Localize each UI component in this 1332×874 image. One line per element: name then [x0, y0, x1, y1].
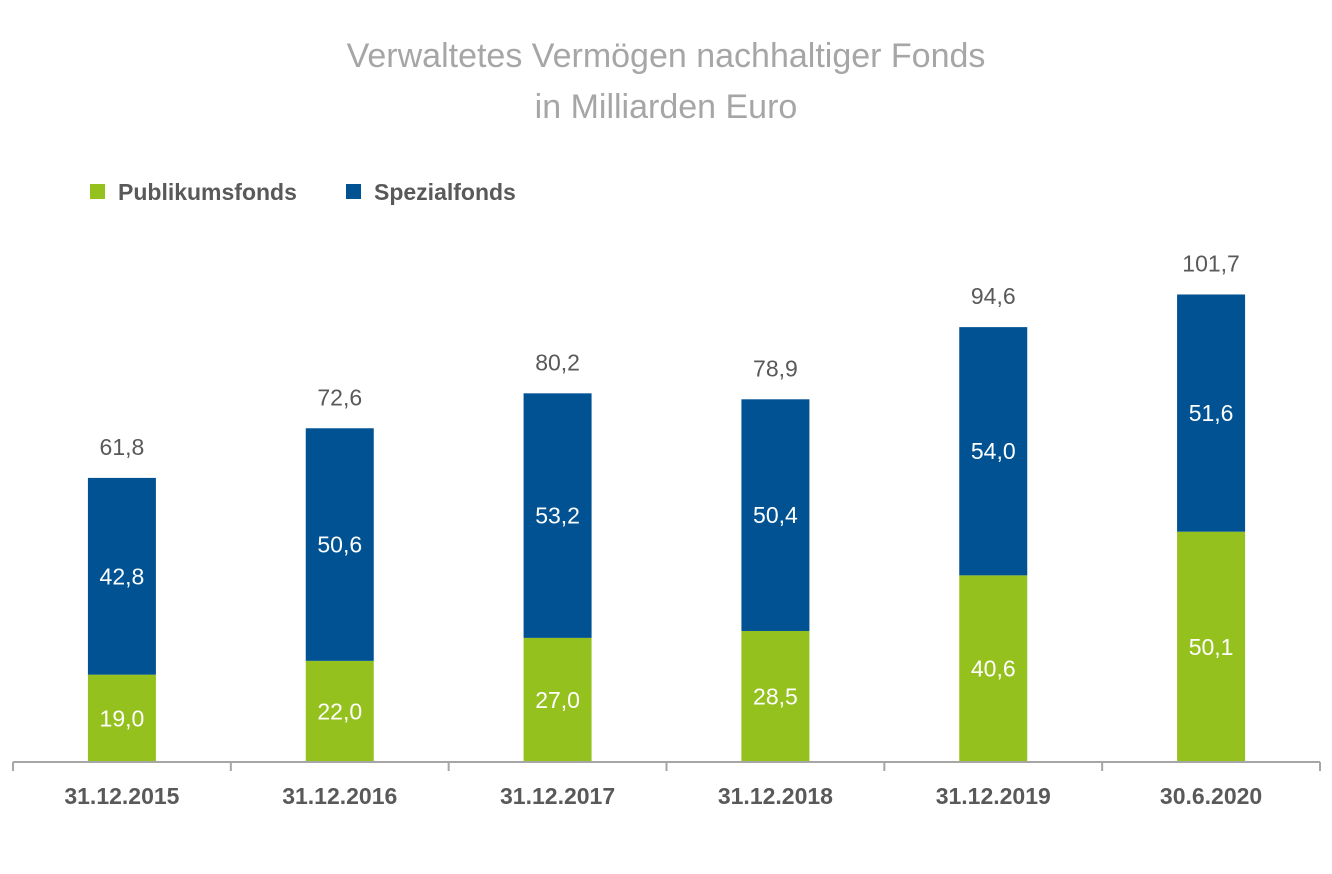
- data-label-spezialfonds-31-12-2019: 54,0: [971, 438, 1016, 464]
- data-label-publikumsfonds-31-12-2017: 27,0: [535, 687, 580, 713]
- legend-swatch-publikumsfonds: [90, 184, 105, 199]
- data-label-publikumsfonds-31-12-2015: 19,0: [100, 705, 145, 731]
- total-label-30-6-2020: 101,7: [1182, 250, 1240, 276]
- bar-spezialfonds-31-12-2019: [959, 327, 1028, 576]
- bar-publikumsfonds-30-6-2020: [1177, 531, 1246, 762]
- total-label-31-12-2016: 72,6: [317, 384, 362, 410]
- bars: 19,0 42,8 61,8 22,0 50,6 72,6 27,0 53,2 80,2 28,5…: [87, 250, 1246, 762]
- data-label-spezialfonds-31-12-2017: 53,2: [535, 503, 580, 529]
- data-label-publikumsfonds-31-12-2019: 40,6: [971, 656, 1016, 682]
- x-tick-label-31-12-2018: 31.12.2018: [718, 783, 833, 809]
- bar-spezialfonds-31-12-2017: [523, 393, 592, 638]
- chart-title: Verwaltetes Vermögen nachhaltiger Fonds: [347, 37, 986, 75]
- total-label-31-12-2019: 94,6: [971, 283, 1016, 309]
- legend-swatch-spezialfonds: [346, 184, 361, 199]
- x-tick-label-30-6-2020: 30.6.2020: [1160, 783, 1262, 809]
- x-tick-label-31-12-2019: 31.12.2019: [936, 783, 1051, 809]
- data-label-publikumsfonds-30-6-2020: 50,1: [1189, 634, 1234, 660]
- x-tick-label-31-12-2017: 31.12.2017: [500, 783, 615, 809]
- data-label-spezialfonds-30-6-2020: 51,6: [1189, 400, 1234, 426]
- chart-subtitle: in Milliarden Euro: [535, 88, 798, 126]
- total-label-31-12-2017: 80,2: [535, 349, 580, 375]
- x-axis: 31.12.2015 31.12.2016 31.12.2017 31.12.2018…: [12, 761, 1321, 809]
- total-label-31-12-2015: 61,8: [100, 434, 145, 460]
- data-label-spezialfonds-31-12-2018: 50,4: [753, 502, 798, 528]
- data-label-spezialfonds-31-12-2016: 50,6: [317, 532, 362, 558]
- x-tick-label-31-12-2016: 31.12.2016: [282, 783, 397, 809]
- bar-publikumsfonds-31-12-2016: [305, 660, 374, 762]
- bar-publikumsfonds-31-12-2019: [959, 575, 1028, 762]
- total-label-31-12-2018: 78,9: [753, 355, 798, 381]
- data-label-publikumsfonds-31-12-2018: 28,5: [753, 683, 798, 709]
- bar-spezialfonds-30-6-2020: [1177, 294, 1246, 532]
- x-tick-label-31-12-2015: 31.12.2015: [64, 783, 179, 809]
- bar-publikumsfonds-31-12-2017: [523, 637, 592, 762]
- bar-spezialfonds-31-12-2015: [87, 477, 156, 675]
- bar-spezialfonds-31-12-2016: [305, 428, 374, 661]
- legend-label-publikumsfonds: Publikumsfonds: [118, 179, 297, 205]
- bar-spezialfonds-31-12-2018: [741, 399, 810, 631]
- bar-publikumsfonds-31-12-2015: [87, 674, 156, 762]
- bar-publikumsfonds-31-12-2018: [741, 630, 810, 762]
- data-label-publikumsfonds-31-12-2016: 22,0: [317, 698, 362, 724]
- legend: Publikumsfonds Spezialfonds: [90, 179, 516, 205]
- legend-label-spezialfonds: Spezialfonds: [374, 179, 516, 205]
- data-label-spezialfonds-31-12-2015: 42,8: [100, 563, 145, 589]
